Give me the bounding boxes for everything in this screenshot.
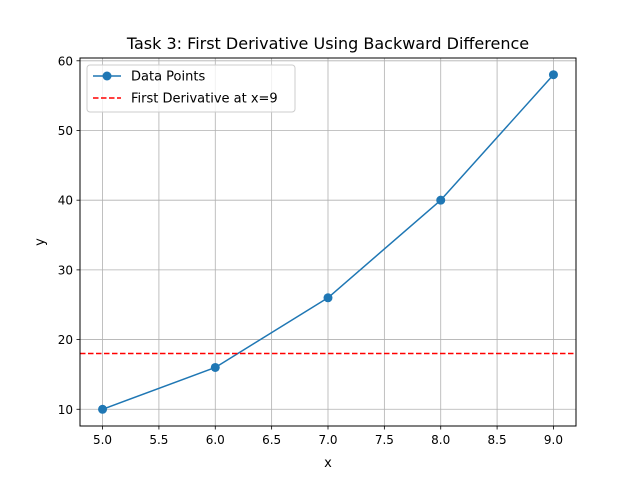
legend: Data Points First Derivative at x=9 bbox=[86, 64, 296, 113]
x-axis-label: x bbox=[324, 456, 332, 471]
y-tick-label: 60 bbox=[58, 54, 73, 68]
x-tick-label: 9.0 bbox=[544, 433, 563, 447]
y-tick-label: 40 bbox=[58, 194, 73, 208]
y-tick-label: 30 bbox=[58, 263, 73, 277]
y-axis-label: y bbox=[33, 238, 48, 246]
data-point-marker bbox=[548, 70, 558, 80]
data-point-marker bbox=[210, 362, 220, 372]
y-tick-label: 20 bbox=[58, 333, 73, 347]
x-tick-label: 5.5 bbox=[149, 433, 168, 447]
legend-label-data-points: Data Points bbox=[131, 70, 205, 85]
x-tick-label: 6.0 bbox=[206, 433, 225, 447]
grid bbox=[80, 58, 576, 426]
data-point-marker bbox=[436, 195, 446, 205]
legend-label-first-derivative: First Derivative at x=9 bbox=[131, 92, 278, 107]
y-tick-label: 50 bbox=[58, 124, 73, 138]
data-point-marker bbox=[98, 404, 108, 414]
x-tick-label: 5.0 bbox=[93, 433, 112, 447]
x-tick-label: 7.0 bbox=[318, 433, 337, 447]
x-tick-label: 7.5 bbox=[375, 433, 394, 447]
x-tick-label: 6.5 bbox=[262, 433, 281, 447]
legend-marker-data-points bbox=[102, 71, 112, 81]
x-tick-label: 8.5 bbox=[488, 433, 507, 447]
axis-ticks: 5.0 5.5 6.0 6.5 7.0 7.5 8.0 8.5 9.0 10 20 30 40 50 60 bbox=[58, 54, 563, 447]
x-tick-label: 8.0 bbox=[431, 433, 450, 447]
legend-box bbox=[86, 64, 296, 113]
y-tick-label: 10 bbox=[58, 403, 73, 417]
data-point-marker bbox=[323, 293, 333, 303]
chart-title: Task 3: First Derivative Using Backward … bbox=[126, 34, 529, 53]
plot-data bbox=[80, 70, 576, 414]
